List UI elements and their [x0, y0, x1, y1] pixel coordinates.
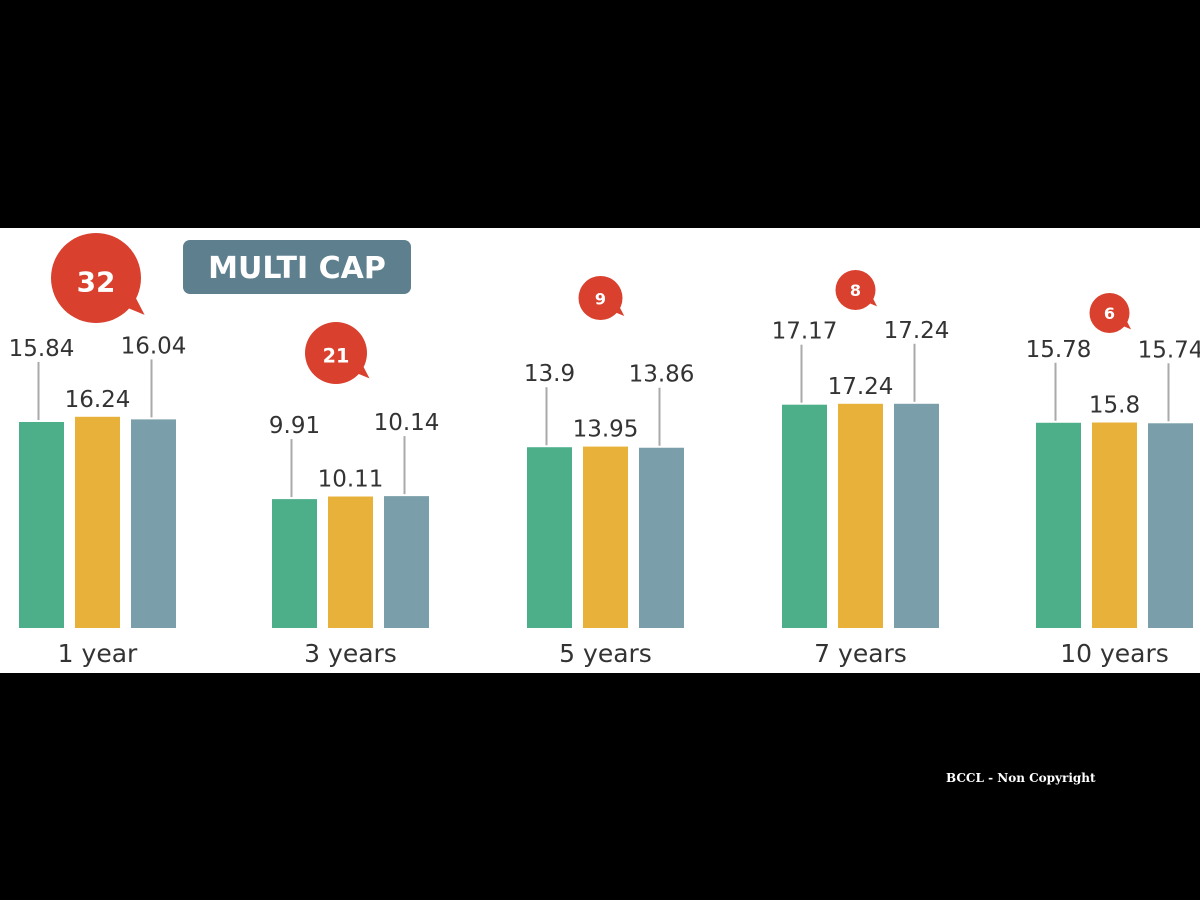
bar-s2-0 — [131, 419, 176, 628]
data-label-s1-3: 17.24 — [828, 374, 894, 400]
bar-s0-2 — [527, 447, 572, 628]
data-label-s1-4: 15.8 — [1089, 393, 1140, 419]
bar-group-2: 13.9 13.95 13.86 5 years 9 — [524, 276, 695, 668]
data-label-s0-4: 15.78 — [1026, 337, 1092, 363]
data-label-s2-2: 13.86 — [629, 362, 695, 388]
bar-group-3: 17.17 17.24 17.24 7 years 8 — [772, 270, 950, 668]
rank-badge-text-3: 8 — [850, 281, 861, 300]
data-label-s1-0: 16.24 — [65, 387, 131, 413]
rank-badge-circle-2 — [578, 276, 623, 320]
data-label-s2-0: 16.04 — [121, 333, 187, 359]
x-tick-label-4: 10 years — [1060, 639, 1169, 668]
rank-badge-text-2: 9 — [595, 290, 606, 309]
bar-s1-2 — [583, 446, 628, 628]
bar-s2-2 — [639, 447, 684, 628]
bar-s0-3 — [782, 404, 827, 628]
data-label-s2-3: 17.24 — [884, 318, 950, 344]
x-tick-label-1: 3 years — [304, 639, 397, 668]
bar-s1-3 — [838, 403, 883, 628]
bar-s1-0 — [75, 416, 120, 628]
bar-s2-3 — [894, 403, 939, 628]
rank-badge-circle-3 — [835, 270, 876, 310]
watermark: BCCL - Non Copyright — [946, 771, 1096, 785]
bar-s0-0 — [19, 421, 64, 628]
rank-badge-tail-0 — [120, 290, 145, 315]
data-label-s0-1: 9.91 — [269, 413, 320, 439]
bar-s2-4 — [1148, 423, 1193, 628]
data-label-s2-1: 10.14 — [374, 410, 440, 436]
x-tick-label-2: 5 years — [559, 639, 652, 668]
rank-badge-text-1: 21 — [323, 344, 350, 367]
chart-title-box — [183, 240, 411, 294]
rank-badge-circle-0 — [51, 233, 141, 323]
data-label-s0-0: 15.84 — [9, 336, 75, 362]
rank-badge-tail-3 — [866, 295, 878, 307]
x-tick-label-0: 1 year — [58, 639, 138, 668]
bar-group-1: 9.91 10.11 10.14 3 years 21 — [269, 322, 440, 668]
rank-badge-text-4: 6 — [1104, 304, 1115, 323]
rank-badge-3: 8 — [835, 270, 878, 310]
rank-badge-2: 9 — [578, 276, 625, 320]
rank-badge-text-0: 32 — [77, 266, 116, 299]
bar-group-0: 15.84 16.24 16.04 1 year 32 — [9, 233, 187, 668]
rank-badge-4: 6 — [1089, 293, 1132, 333]
bar-s2-1 — [384, 496, 429, 628]
data-label-s0-3: 17.17 — [772, 319, 838, 345]
bar-s1-1 — [328, 496, 373, 628]
x-tick-label-3: 7 years — [814, 639, 907, 668]
bar-s0-4 — [1036, 422, 1081, 628]
data-label-s1-2: 13.95 — [573, 417, 639, 443]
rank-badge-0: 32 — [51, 233, 145, 323]
chart-title-text: MULTI CAP — [208, 251, 386, 286]
rank-badge-tail-4 — [1120, 318, 1132, 330]
rank-badge-1: 21 — [305, 322, 370, 384]
bar-group-4: 15.78 15.8 15.74 10 years 6 — [1026, 293, 1200, 668]
bar-s1-4 — [1092, 422, 1137, 628]
data-label-s1-1: 10.11 — [318, 467, 384, 493]
rank-badge-tail-2 — [612, 304, 625, 317]
data-label-s0-2: 13.9 — [524, 361, 575, 387]
bar-s0-1 — [272, 499, 317, 628]
rank-badge-tail-1 — [353, 361, 370, 379]
rank-badge-circle-1 — [305, 322, 367, 384]
chart-title: MULTI CAP — [183, 240, 411, 294]
rank-badge-circle-4 — [1089, 293, 1130, 333]
data-label-s2-4: 15.74 — [1138, 337, 1200, 363]
